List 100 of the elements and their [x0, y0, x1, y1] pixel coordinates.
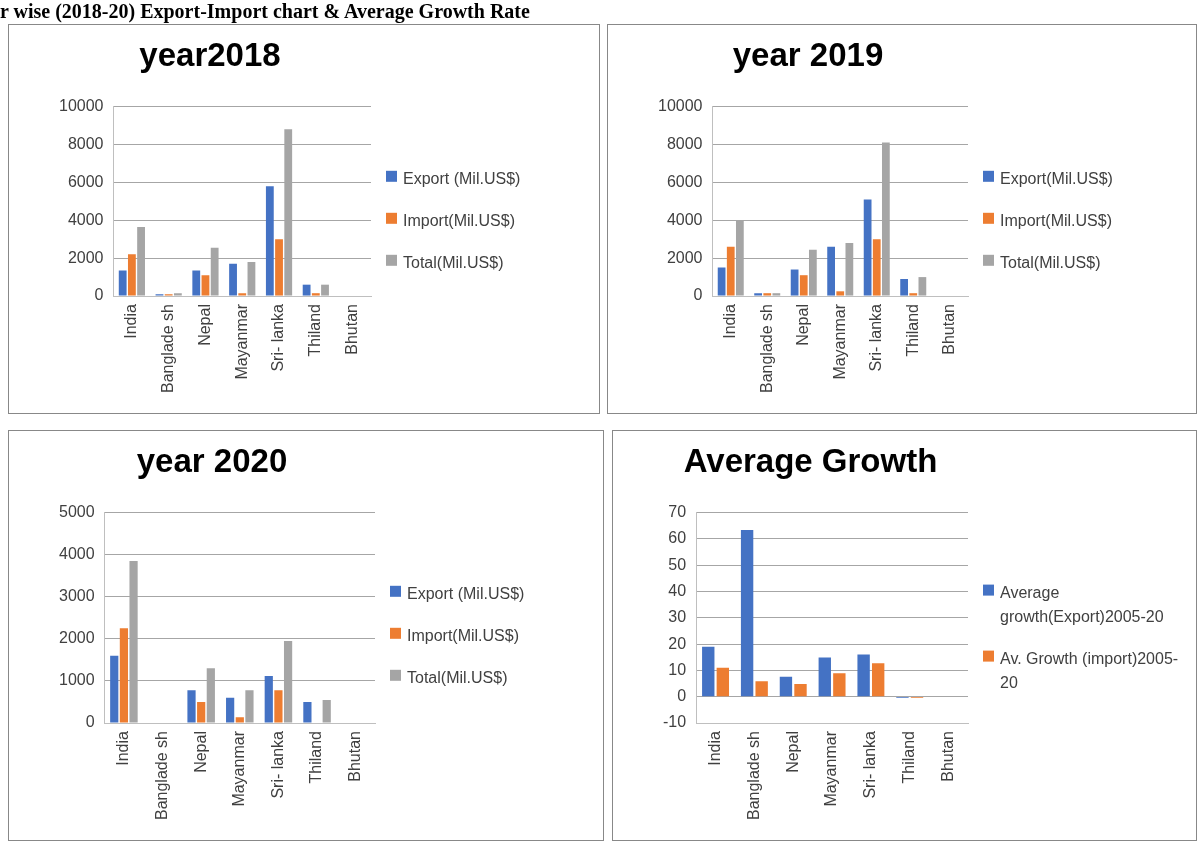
x-tick-label: Nepal	[794, 304, 812, 346]
x-tick-label: India	[705, 730, 723, 766]
legend-label: Export (Mil.US$)	[407, 583, 525, 604]
y-tick-label: 20	[668, 634, 687, 652]
x-tick-label: Bhutan	[938, 731, 956, 782]
x-tick-label: Sri- lanka	[867, 303, 885, 372]
x-tick-label: Sri- lanka	[268, 730, 286, 799]
bar	[818, 657, 831, 697]
y-tick-label: 4000	[59, 545, 95, 563]
legend-label: Import(Mil.US$)	[403, 210, 516, 231]
chart-title: year 2019	[732, 35, 884, 73]
x-tick-label: Nepal	[195, 304, 213, 346]
bar	[303, 702, 312, 723]
y-tick-label: 0	[677, 687, 687, 705]
x-tick-label: Banglade sh	[744, 731, 762, 821]
bar	[918, 277, 927, 296]
text: r wise (2018-20) Export-Import chart & Average Growth Rate	[0, 0, 530, 23]
bar	[264, 675, 273, 723]
y-tick-label: 4000	[666, 210, 703, 228]
bar	[790, 269, 799, 296]
y-tick-label: 2000	[67, 248, 104, 266]
y-tick-label: 1000	[59, 671, 95, 689]
x-tick-label: Mayanmar	[232, 303, 250, 380]
bar	[827, 246, 835, 296]
x-tick-label: Bhutan	[940, 304, 958, 355]
bar	[127, 254, 136, 296]
bar	[265, 186, 274, 296]
legend-label: Export (Mil.US$)	[403, 168, 521, 189]
bar	[909, 293, 918, 296]
y-tick-label: 8000	[67, 134, 104, 152]
bar	[197, 702, 206, 723]
bar	[245, 690, 254, 723]
y-tick-label: 50	[668, 555, 687, 573]
x-tick-label: India	[114, 730, 132, 766]
x-tick-label: Sri- lanka	[861, 730, 879, 799]
bar	[763, 293, 772, 296]
y-tick-label: 30	[668, 608, 687, 626]
bar	[311, 293, 320, 296]
legend-label: Total(Mil.US$)	[403, 252, 504, 273]
y-tick-label: 70	[668, 503, 687, 521]
y-tick-label: 2000	[59, 629, 95, 647]
x-tick-label: Thiland	[306, 304, 324, 357]
y-tick-label: 0	[85, 713, 95, 731]
bar	[833, 673, 846, 697]
y-tick-label: 8000	[666, 134, 703, 152]
x-tick-label: India	[122, 303, 140, 339]
bar	[857, 654, 870, 697]
y-tick-label: 60	[668, 529, 687, 547]
bar	[235, 717, 244, 723]
x-tick-label: Nepal	[783, 731, 801, 773]
bar	[717, 267, 726, 296]
bar	[187, 690, 196, 723]
bar	[173, 293, 182, 296]
y-tick-label: 6000	[666, 172, 703, 190]
bar	[118, 270, 127, 296]
bar	[726, 246, 735, 296]
bar	[863, 199, 872, 296]
y-tick-label: 0	[693, 286, 703, 304]
x-tick-label: Banglade sh	[757, 304, 775, 394]
bar	[247, 261, 256, 296]
bar	[872, 239, 881, 296]
bar	[229, 263, 237, 296]
x-tick-label: Banglade sh	[152, 731, 170, 821]
x-tick-label: India	[721, 303, 739, 339]
y-tick-label: 40	[668, 581, 687, 599]
legend-label: Total(Mil.US$)	[1000, 252, 1101, 273]
bar	[740, 529, 754, 697]
x-tick-label: Thiland	[307, 731, 325, 784]
bar	[702, 646, 715, 697]
bar	[201, 275, 210, 296]
bar	[302, 284, 311, 296]
legend-label: Av. Growth (import)2005-20	[1000, 648, 1180, 693]
y-tick-label: 2000	[666, 248, 703, 266]
bar	[871, 663, 885, 697]
x-tick-label: Nepal	[191, 731, 209, 773]
bar	[274, 690, 283, 723]
y-tick-label: 10	[668, 660, 687, 678]
bar	[794, 684, 807, 697]
bar	[321, 284, 329, 296]
x-tick-label: Mayanmar	[830, 303, 848, 380]
y-tick-label: 0	[94, 286, 104, 304]
bar	[900, 278, 908, 296]
chart-title: Average Growth	[683, 441, 938, 479]
y-tick-label: -10	[663, 713, 687, 731]
y-tick-label: 4000	[67, 210, 104, 228]
x-tick-label: Bhutan	[346, 731, 364, 782]
x-tick-label: Sri- lanka	[269, 303, 287, 372]
bar	[226, 697, 235, 723]
bar	[192, 270, 201, 296]
legend-label: Export(Mil.US$)	[1000, 168, 1113, 189]
legend-label: Average growth(Export)2005-20	[1000, 582, 1165, 627]
bar	[836, 291, 845, 296]
bar	[716, 667, 730, 697]
chart-title: year2018	[139, 35, 281, 73]
x-tick-label: Banglade sh	[159, 304, 177, 394]
y-tick-label: 10000	[657, 97, 703, 115]
bar	[275, 239, 283, 296]
bar	[755, 681, 768, 697]
bar	[119, 628, 129, 723]
bar	[322, 699, 331, 723]
